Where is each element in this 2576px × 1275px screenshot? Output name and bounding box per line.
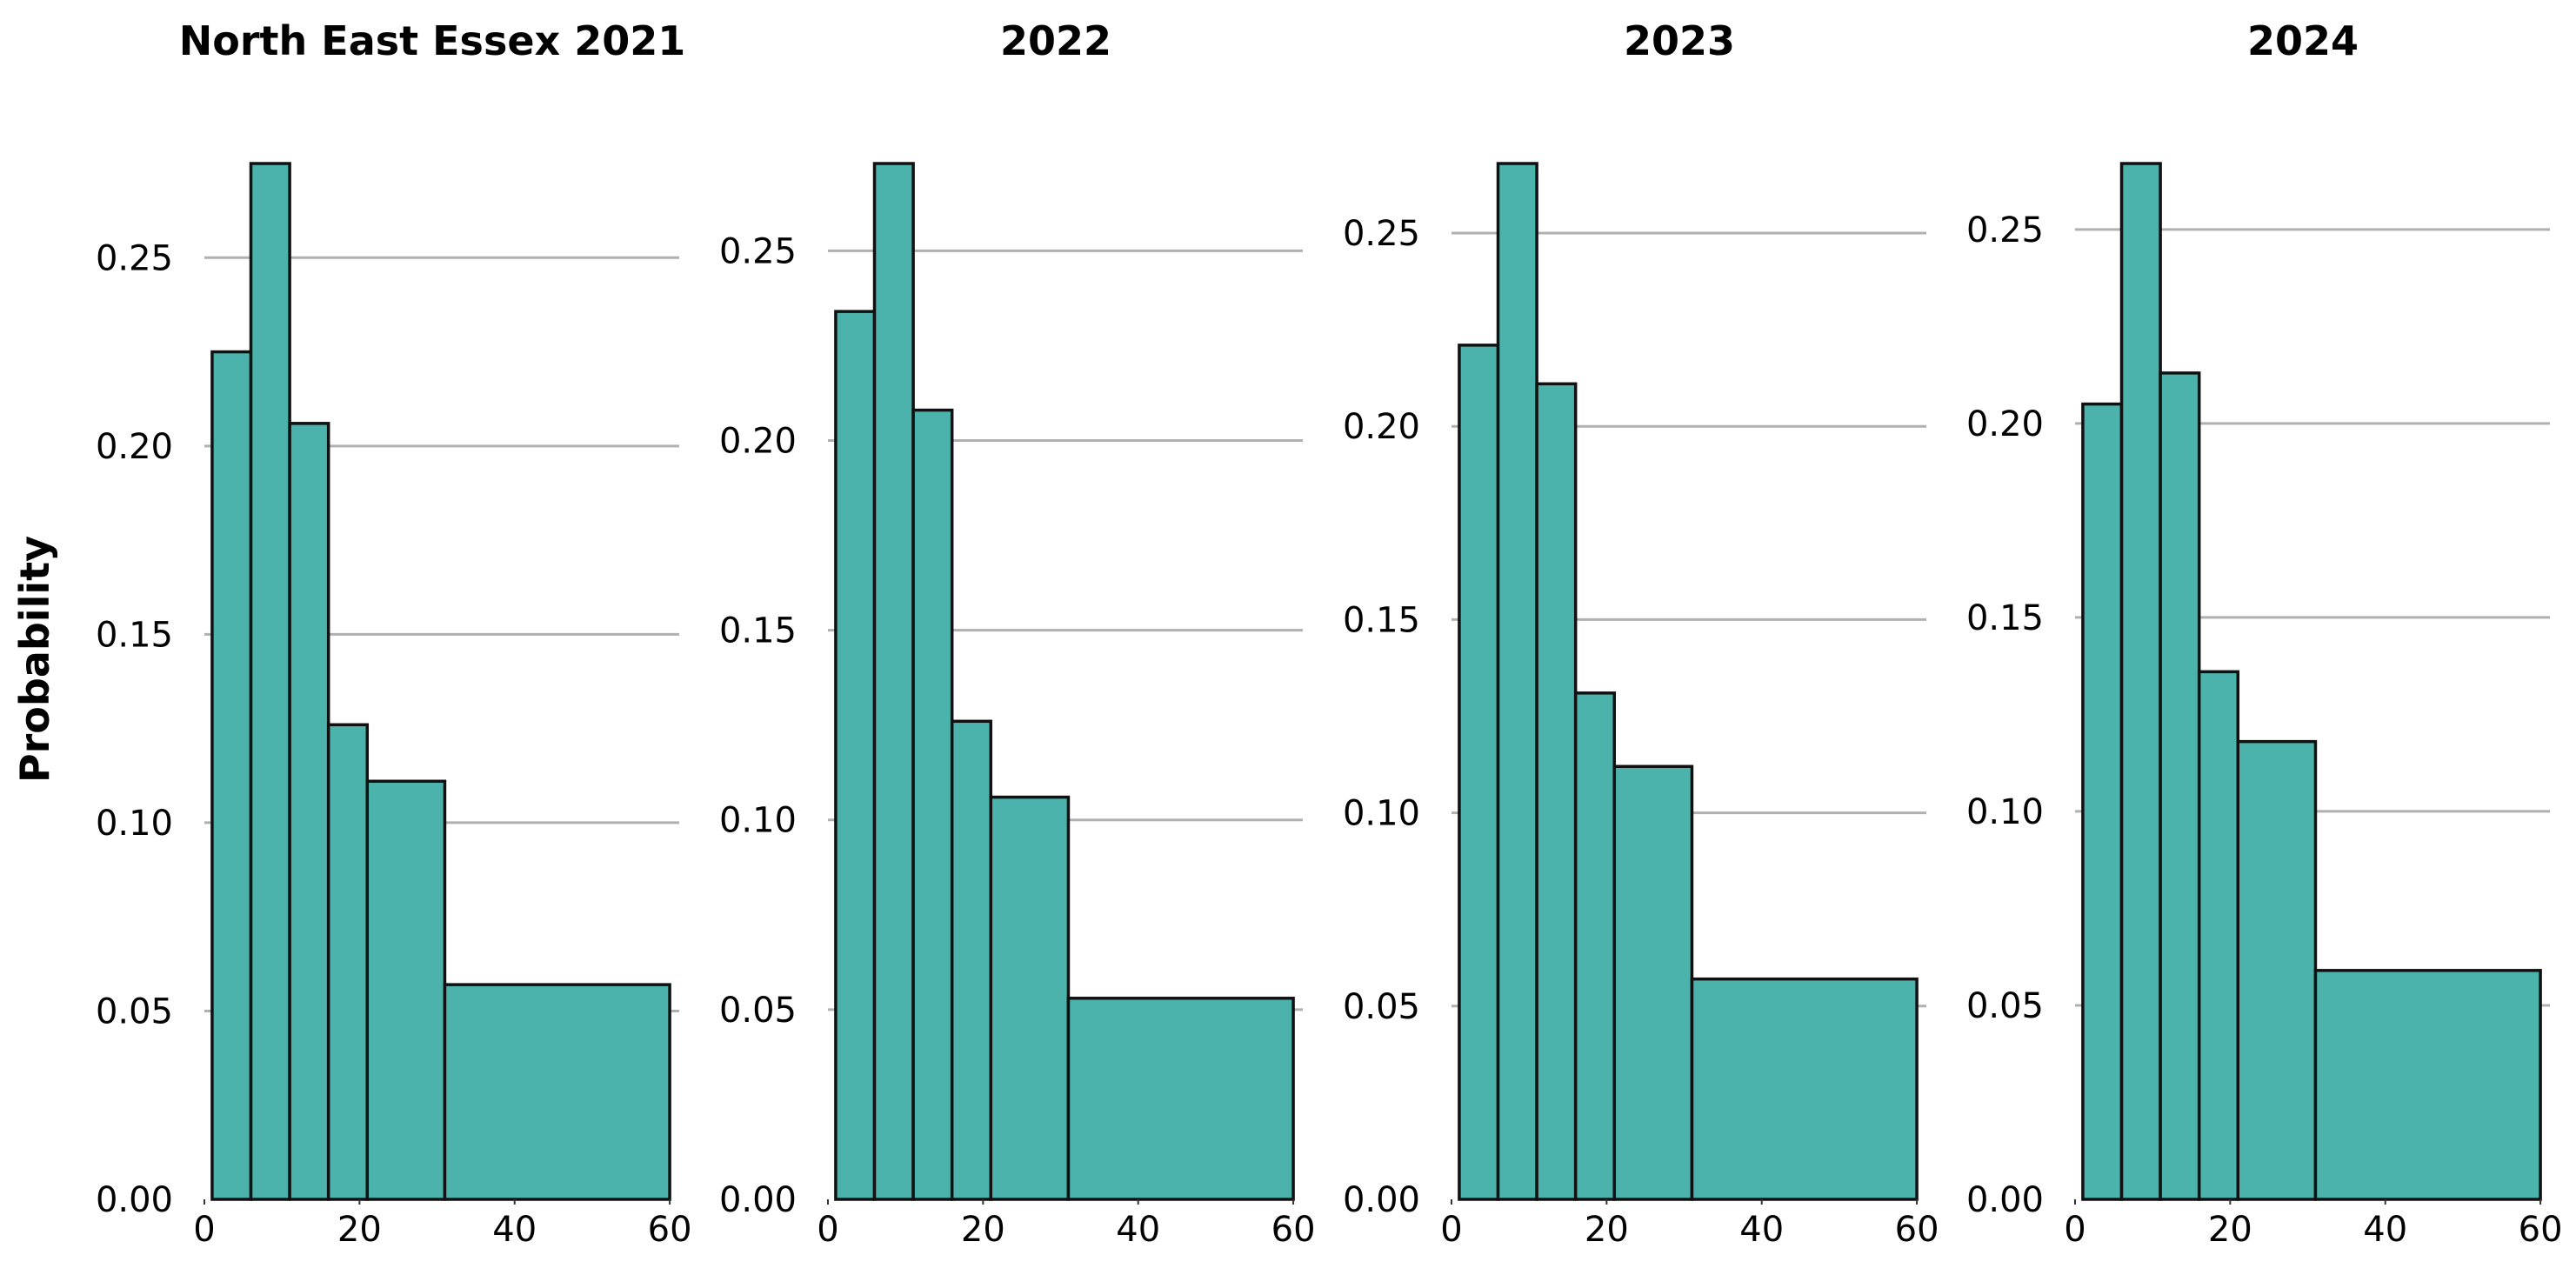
y-tick-label: 0.25 [719,231,797,271]
y-tick-label: 0.10 [1343,794,1420,834]
histogram-bar [288,422,330,1201]
y-tick-label: 0.05 [719,991,797,1031]
y-tick-label: 0.10 [1966,792,2044,832]
y-tick-label: 0.10 [719,801,797,841]
y-tick-label: 0.20 [719,421,797,461]
y-tick-label: 0.05 [1343,987,1420,1027]
y-tick-label: 0.00 [719,1180,797,1220]
histogram-bar [911,408,954,1201]
x-tick-label: 0 [1440,1210,1462,1250]
x-tick-label: 40 [1116,1210,1160,1250]
y-tick-label: 0.25 [1343,214,1420,254]
y-tick-label: 0.10 [96,804,173,844]
y-tick-label: 0.15 [1966,598,2044,638]
x-tick-label: 40 [1739,1210,1784,1250]
histogram-bar [249,162,291,1201]
histogram-bar [989,795,1071,1201]
x-tick-label: 40 [2363,1210,2407,1250]
panel-3: 0.00 0.05 0.10 0.15 0.20 0.25 0 20 40 60 2023 [1343,17,1939,1250]
y-tick-label: 0.05 [96,991,173,1031]
histogram-bar [326,723,370,1201]
panel-title: North East Essex 2021 [179,17,685,64]
histogram-bar [2313,969,2542,1201]
y-tick-label: 0.20 [1966,404,2044,444]
y-tick-label: 0.25 [96,238,173,278]
y-tick-label: 0.15 [719,611,797,651]
y-tick-label: 0.00 [1966,1180,2044,1220]
y-tick-label: 0.05 [1966,986,2044,1026]
y-tick-label: 0.00 [1343,1180,1420,1220]
histogram-bar [1535,382,1578,1201]
histogram-bar [365,779,447,1201]
histogram-bar [1573,691,1617,1201]
y-axis-label: Probability [11,536,58,783]
x-tick-label: 20 [1585,1210,1629,1250]
panel-4: 0.00 0.05 0.10 0.15 0.20 0.25 0 20 40 60 2024 [1966,17,2563,1250]
y-tick-label: 0.20 [96,427,173,467]
histogram-bar [834,310,877,1201]
x-tick-label: 0 [817,1210,838,1250]
histogram-bar [210,350,253,1201]
histogram-bar [2159,371,2201,1201]
histogram-bar [1612,764,1694,1201]
histogram-bar [1066,997,1295,1201]
histogram-bar [2236,739,2318,1201]
x-tick-label: 0 [2064,1210,2085,1250]
histogram-bar [1496,162,1538,1201]
panel-title: 2023 [1624,17,1735,64]
x-tick-label: 20 [961,1210,1005,1250]
x-tick-label: 60 [2519,1210,2563,1250]
histogram-bar [1690,977,1919,1201]
x-tick-label: 60 [648,1210,692,1250]
panel-1: 0.00 0.05 0.10 0.15 0.20 0.25 0 20 40 60 North Eas… [96,17,692,1250]
histogram-bar [872,162,915,1201]
y-tick-label: 0.15 [96,615,173,655]
histogram-bar [2119,162,2162,1201]
x-tick-label: 60 [1271,1210,1316,1250]
panel-title: 2024 [2247,17,2359,64]
y-tick-label: 0.25 [1966,210,2044,250]
y-tick-label: 0.00 [96,1180,173,1220]
y-tick-label: 0.20 [1343,407,1420,447]
x-tick-label: 60 [1895,1210,1939,1250]
y-tick-label: 0.15 [1343,600,1420,640]
x-tick-label: 0 [193,1210,215,1250]
x-tick-label: 40 [492,1210,537,1250]
histogram-bar [443,983,671,1201]
x-tick-label: 20 [2208,1210,2252,1250]
panel-2: 0.00 0.05 0.10 0.15 0.20 0.25 0 20 40 60 2022 [719,17,1316,1250]
panel-title: 2022 [1000,17,1111,64]
x-tick-label: 20 [337,1210,382,1250]
histogram-bar [950,719,993,1201]
histogram-bar [2197,670,2240,1201]
histogram-bar [2081,402,2124,1201]
histogram-bar [1458,344,1500,1201]
